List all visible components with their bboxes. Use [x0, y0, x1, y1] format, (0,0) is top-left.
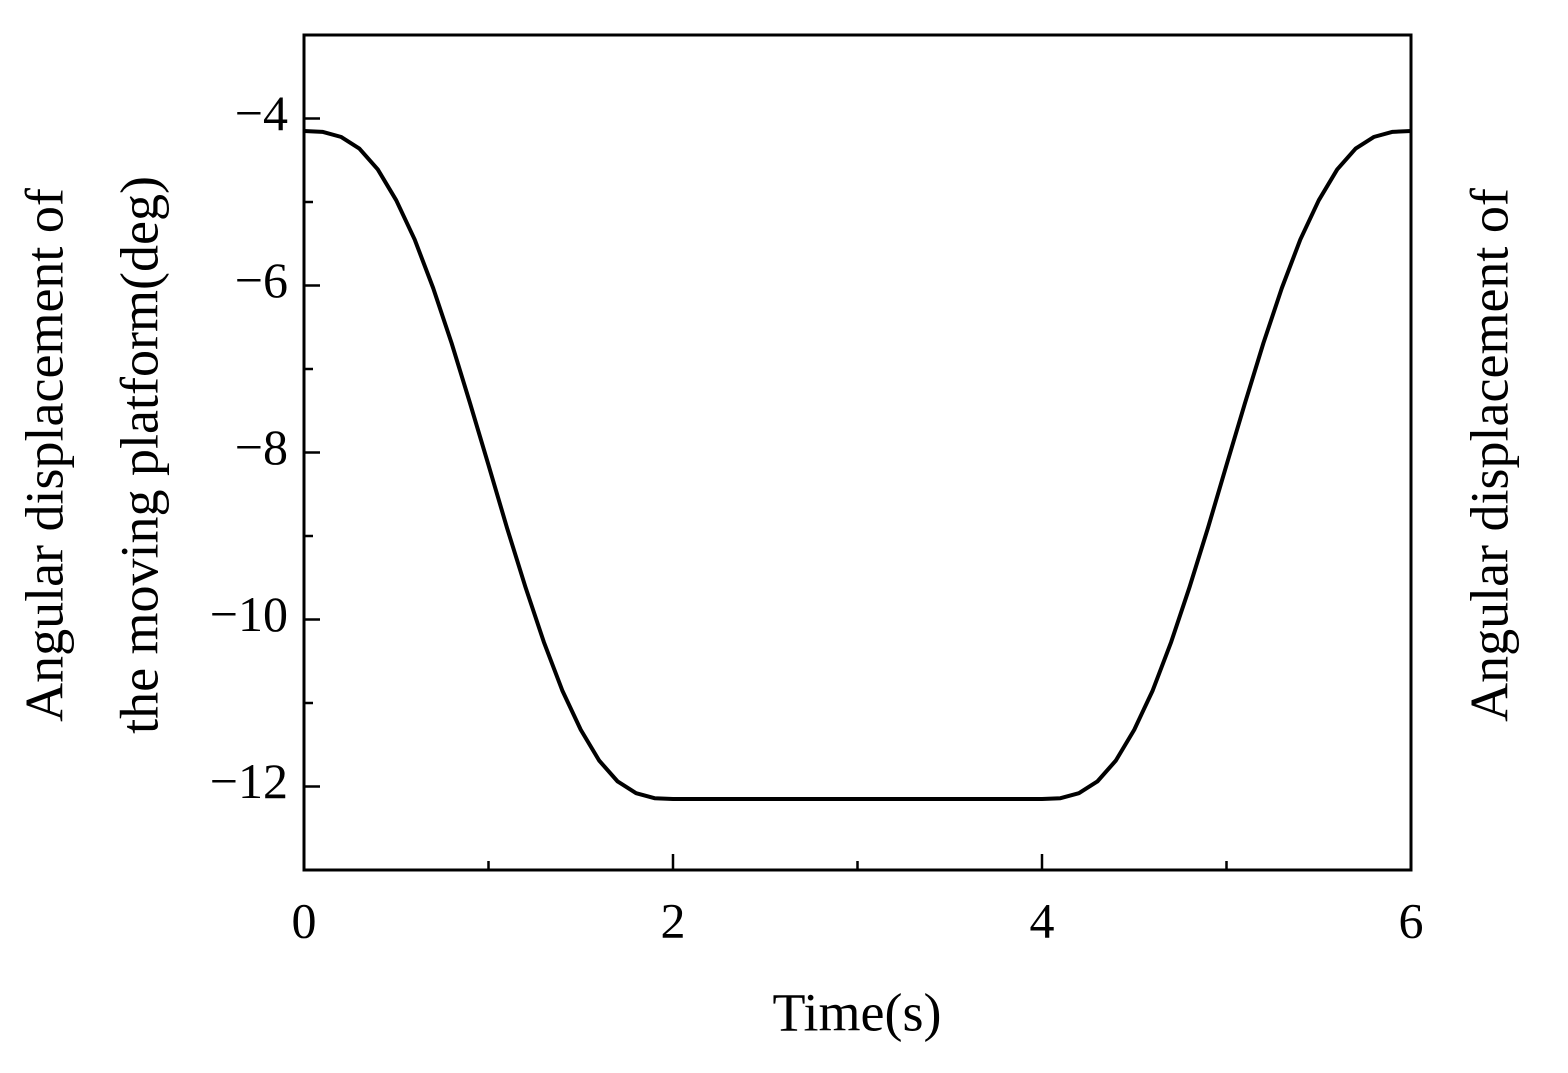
y2-axis-label: Angular displacement of [1459, 188, 1519, 722]
y-axis-label: Angular displacement of [14, 188, 74, 722]
x-tick-label: 0 [292, 892, 317, 948]
y-tick-label: −6 [235, 252, 288, 308]
y-tick-label: −10 [210, 586, 288, 642]
x-tick-label: 4 [1030, 892, 1055, 948]
x-tick-label: 2 [661, 892, 686, 948]
plot-frame [302, 33, 1413, 872]
x-axis-label: Time(s) [772, 982, 941, 1042]
y-tick-label: −12 [210, 753, 288, 809]
y-tick-label: −8 [235, 419, 288, 475]
y-axis-label: the moving platform(deg) [109, 176, 169, 734]
y-tick-label: −4 [235, 85, 288, 141]
x-tick-label: 6 [1399, 892, 1424, 948]
data-line [303, 129, 1412, 802]
